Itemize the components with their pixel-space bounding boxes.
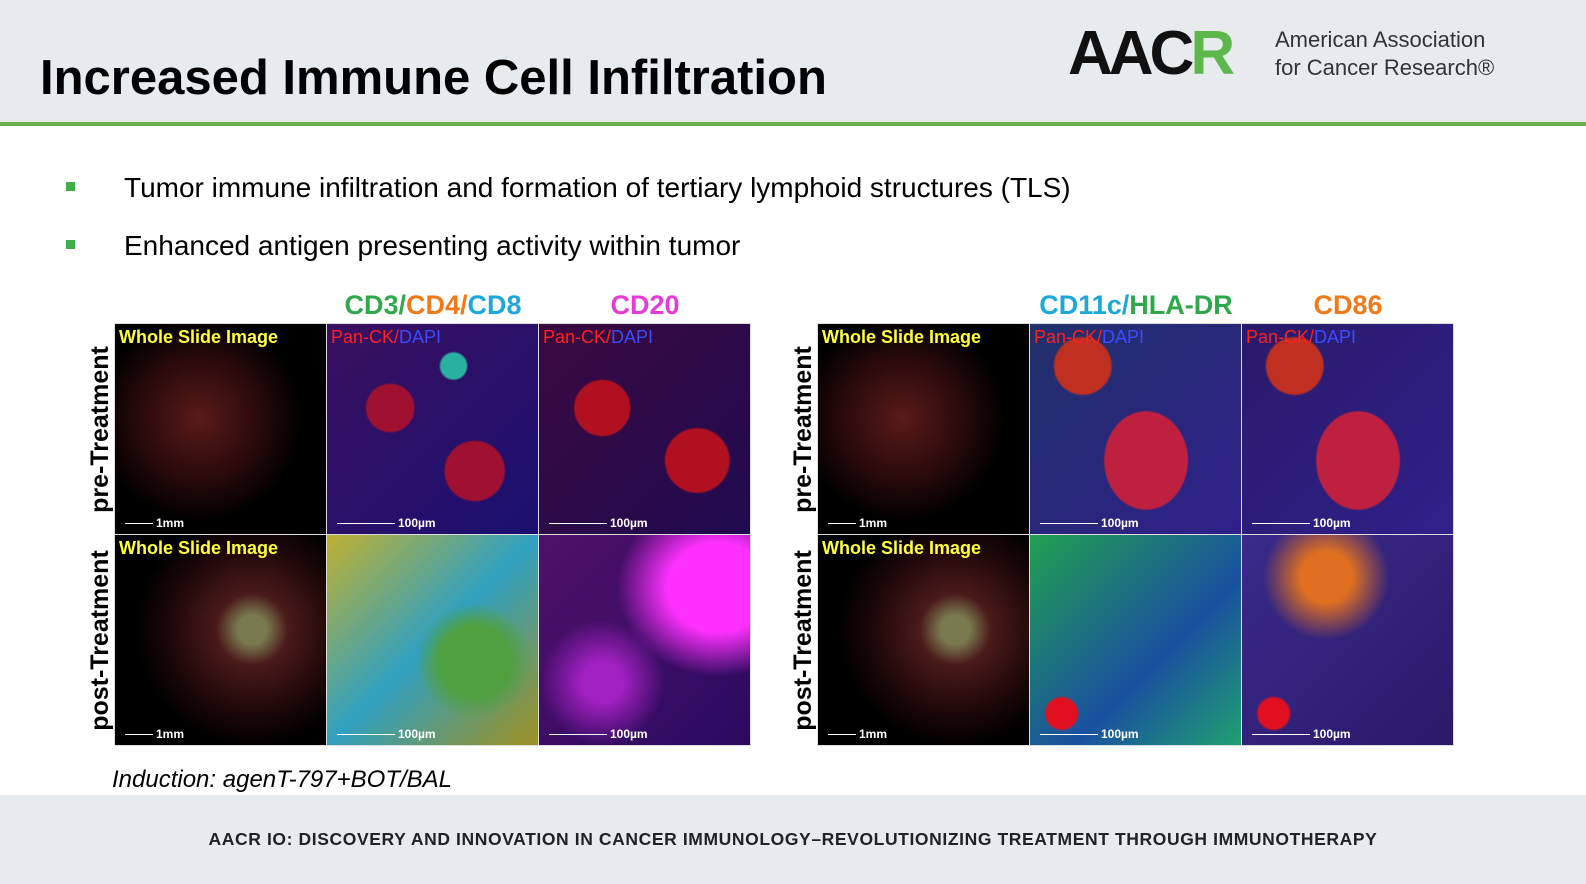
image-panel: 100µm [326, 534, 539, 746]
image-panel: 100µm [538, 534, 751, 746]
scale-line [125, 733, 153, 735]
row-label: post-Treatment [789, 549, 817, 731]
scale-label: 100µm [1313, 516, 1351, 530]
column-header: CD11c/HLA-DR [1030, 290, 1242, 321]
text-part: CD86 [1313, 290, 1383, 320]
text-part: DAPI [1314, 327, 1357, 347]
text-part: HLA-DR [1129, 290, 1233, 320]
scale-label: 1mm [859, 727, 888, 741]
scale-line [549, 522, 607, 524]
scale-bar: 100µm [337, 516, 436, 530]
scale-line [1040, 733, 1098, 735]
text-part: Pan-CK/ [543, 327, 612, 347]
panel-label: Whole Slide Image [119, 327, 278, 348]
logo-line: for Cancer Research® [1275, 55, 1495, 80]
footer: AACR IO: DISCOVERY AND INNOVATION IN CAN… [0, 795, 1586, 884]
scale-line [828, 522, 856, 524]
row-label: pre-Treatment [86, 345, 114, 513]
image-panel: 100µm [1029, 534, 1242, 746]
scale-bar: 100µm [549, 727, 648, 741]
text-part: CD3/ [344, 290, 406, 320]
scale-label: 100µm [398, 516, 436, 530]
image-panel: 100µm [1241, 534, 1454, 746]
text-part: DAPI [1102, 327, 1145, 347]
image-panel: Pan-CK/DAPI 100µm [538, 323, 751, 535]
image-panel: Whole Slide Image 1mm [114, 323, 327, 535]
image-panel: Pan-CK/DAPI 100µm [1029, 323, 1242, 535]
scale-bar: 100µm [1252, 727, 1351, 741]
image-panel: Whole Slide Image 1mm [817, 534, 1030, 746]
footer-text: AACR IO: DISCOVERY AND INNOVATION IN CAN… [208, 829, 1378, 849]
bullet-list: Tumor immune infiltration and formation … [66, 172, 1071, 288]
scale-line [828, 733, 856, 735]
header: Increased Immune Cell Infiltration AACR … [0, 0, 1586, 126]
scale-label: 100µm [610, 516, 648, 530]
panel-label: Pan-CK/DAPI [1034, 327, 1144, 348]
text-part: Whole Slide Image [119, 327, 279, 347]
scale-label: 1mm [156, 727, 185, 741]
scale-line [125, 522, 153, 524]
bullet: Enhanced antigen presenting activity wit… [66, 230, 1071, 288]
text-part: CD11c/ [1039, 290, 1130, 320]
column-header: CD3/CD4/CD8 [327, 290, 539, 321]
scale-label: 100µm [1101, 727, 1139, 741]
text-part: CD8 [467, 290, 522, 320]
text-part: Pan-CK/ [1246, 327, 1315, 347]
text-part: Whole Slide Image [119, 538, 279, 558]
scale-line [1252, 522, 1310, 524]
column-header: CD86 [1242, 290, 1454, 321]
panel-label: Pan-CK/DAPI [543, 327, 653, 348]
panel-label: Pan-CK/DAPI [1246, 327, 1356, 348]
scale-label: 1mm [859, 516, 888, 530]
scale-bar: 100µm [1040, 516, 1139, 530]
scale-bar: 1mm [125, 727, 184, 741]
scale-bar: 1mm [828, 516, 887, 530]
text-part: Whole Slide Image [822, 327, 982, 347]
row-label: pre-Treatment [789, 345, 817, 513]
scale-label: 100µm [610, 727, 648, 741]
scale-label: 100µm [1101, 516, 1139, 530]
logo-mark: AACR [1068, 18, 1235, 89]
panel-label: Whole Slide Image [822, 327, 981, 348]
text-part: Pan-CK/ [331, 327, 400, 347]
scale-line [1040, 522, 1098, 524]
scale-line [549, 733, 607, 735]
scale-line [337, 733, 395, 735]
image-panel: Whole Slide Image 1mm [817, 323, 1030, 535]
panel-label: Pan-CK/DAPI [331, 327, 441, 348]
panel-label: Whole Slide Image [119, 538, 278, 559]
text-part: Whole Slide Image [822, 538, 982, 558]
scale-bar: 100µm [1252, 516, 1351, 530]
scale-bar: 100µm [337, 727, 436, 741]
scale-bar: 1mm [125, 516, 184, 530]
text-part: DAPI [611, 327, 654, 347]
slide-title: Increased Immune Cell Infiltration [40, 51, 827, 105]
row-label: post-Treatment [86, 549, 114, 731]
scale-line [1252, 733, 1310, 735]
image-panel: Pan-CK/DAPI 100µm [326, 323, 539, 535]
image-panel: Whole Slide Image 1mm [114, 534, 327, 746]
image-panel: Pan-CK/DAPI 100µm [1241, 323, 1454, 535]
scale-label: 100µm [398, 727, 436, 741]
text-part: CD20 [610, 290, 680, 320]
column-header: CD20 [539, 290, 751, 321]
logo-name: American Association for Cancer Research… [1275, 26, 1494, 82]
bullet: Tumor immune infiltration and formation … [66, 172, 1071, 230]
induction-note: Induction: agenT-797+BOT/BAL [112, 766, 453, 793]
logo-line: American Association [1275, 27, 1486, 52]
panel-label: Whole Slide Image [822, 538, 981, 559]
text-part: CD4/ [405, 290, 468, 320]
scale-label: 100µm [1313, 727, 1351, 741]
scale-bar: 100µm [549, 516, 648, 530]
scale-bar: 100µm [1040, 727, 1139, 741]
text-part: R [1190, 19, 1235, 88]
scale-label: 1mm [156, 516, 185, 530]
text-part: DAPI [399, 327, 442, 347]
scale-bar: 1mm [828, 727, 887, 741]
scale-line [337, 522, 395, 524]
text-part: AAC [1068, 19, 1194, 88]
text-part: Pan-CK/ [1034, 327, 1103, 347]
